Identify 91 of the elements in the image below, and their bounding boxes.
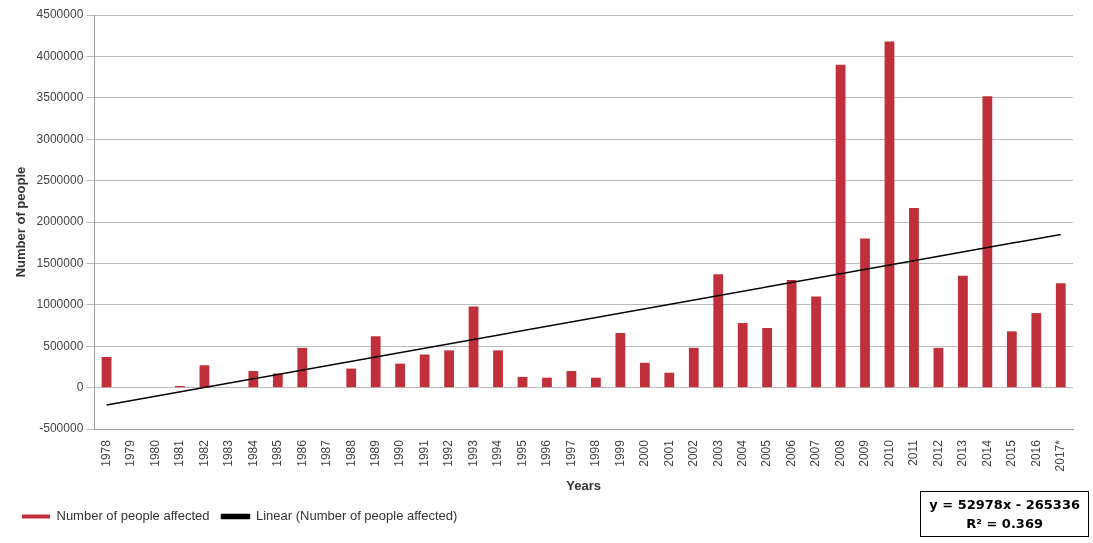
- bar: [884, 41, 895, 388]
- x-tick-label: 1979: [123, 439, 138, 467]
- bar: [493, 350, 503, 388]
- x-tick-label: 1996: [539, 439, 554, 467]
- y-tick-label: 1500000: [36, 255, 84, 270]
- x-tick-label: 1983: [221, 439, 236, 467]
- y-tick-label: 3000000: [36, 131, 84, 146]
- bar: [737, 323, 748, 388]
- x-tick-label: 1997: [563, 439, 578, 467]
- bar: [542, 377, 552, 388]
- x-tick-label: 2014: [979, 439, 994, 467]
- bar: [444, 350, 454, 388]
- bar: [982, 96, 993, 388]
- bar: [566, 371, 577, 388]
- x-tick-label: 2001: [661, 439, 676, 467]
- bar: [933, 347, 944, 388]
- bar: [688, 347, 699, 388]
- y-tick-label: 2500000: [36, 172, 84, 187]
- x-tick-label: 2008: [832, 439, 847, 467]
- bar: [370, 336, 381, 388]
- x-tick-label: 1994: [490, 439, 505, 467]
- y-tick-label: 3500000: [36, 90, 84, 105]
- x-tick-label: 2006: [783, 439, 798, 467]
- x-tick-label: 2016: [1028, 439, 1043, 467]
- bar: [835, 64, 846, 388]
- x-tick-label: 1987: [319, 439, 334, 467]
- x-tick-label: 1999: [612, 439, 627, 467]
- x-tick-label: 1978: [98, 439, 113, 467]
- x-tick-label: 1998: [588, 439, 603, 467]
- y-axis-title: Number of people: [13, 166, 29, 278]
- bar: [297, 347, 308, 388]
- bar: [1055, 283, 1066, 388]
- bar: [762, 328, 773, 388]
- x-tick-label: 1990: [392, 439, 407, 467]
- x-axis-title: Years: [566, 477, 602, 493]
- bar: [346, 368, 357, 388]
- x-tick-label: 2005: [759, 439, 774, 467]
- y-tick-label: 2000000: [36, 214, 84, 229]
- bar: [591, 377, 601, 388]
- x-tick-label: 1989: [368, 439, 382, 467]
- bar: [786, 279, 797, 388]
- y-tick-label: 4500000: [36, 7, 84, 22]
- x-tick-label: 1993: [465, 439, 480, 467]
- y-tick-label: 500000: [43, 338, 84, 353]
- x-tick-label: 2010: [881, 439, 896, 467]
- x-tick-label: 2015: [1004, 439, 1019, 467]
- text: R² = 0.369: [965, 515, 1044, 533]
- bar: [860, 238, 870, 388]
- bar: [419, 354, 430, 388]
- x-tick-label: 1980: [147, 439, 162, 467]
- bar: [1006, 331, 1017, 388]
- x-tick-label: 2002: [686, 439, 701, 467]
- y-tick-label: 1000000: [36, 297, 84, 312]
- bar: [395, 363, 406, 388]
- bar: [713, 274, 724, 388]
- x-tick-label: 2003: [710, 439, 725, 467]
- bar: [664, 372, 675, 388]
- x-tick-label: 1991: [416, 439, 431, 467]
- text: y = 52978x - 265336: [929, 496, 1080, 514]
- bar: [958, 275, 968, 388]
- bar: [101, 356, 112, 388]
- legend-label: Linear (Number of people affected): [255, 508, 458, 524]
- bar: [615, 332, 626, 388]
- y-tick-label: -500000: [39, 421, 84, 436]
- bar: [468, 306, 479, 388]
- legend-label: Number of people affected: [56, 508, 210, 524]
- x-tick-label: 1984: [245, 439, 260, 467]
- x-tick-label: 1988: [343, 439, 358, 467]
- x-tick-label: 1982: [196, 439, 211, 467]
- bar: [1031, 313, 1042, 388]
- x-tick-label: 2009: [857, 439, 872, 467]
- x-tick-label: 2017*: [1053, 439, 1068, 472]
- x-tick-label: 1981: [172, 439, 187, 467]
- y-tick-label: 0: [76, 379, 84, 394]
- x-tick-label: 1992: [441, 439, 456, 467]
- y-tick-label: 4000000: [36, 48, 84, 63]
- x-tick-label: 1985: [270, 439, 285, 467]
- x-tick-label: 1995: [514, 439, 529, 467]
- bar: [248, 371, 259, 388]
- x-tick-label: 2000: [637, 439, 652, 467]
- x-tick-label: 2007: [808, 439, 823, 467]
- x-tick-label: 2012: [930, 439, 945, 467]
- bar: [199, 365, 210, 388]
- x-tick-label: 2004: [735, 439, 750, 467]
- x-tick-label: 2013: [955, 439, 970, 467]
- x-tick-label: 1986: [294, 439, 309, 467]
- bar: [909, 207, 919, 388]
- x-tick-label: 2011: [906, 439, 921, 466]
- bar: [639, 362, 650, 388]
- bar: [811, 296, 821, 388]
- bar: [517, 376, 528, 388]
